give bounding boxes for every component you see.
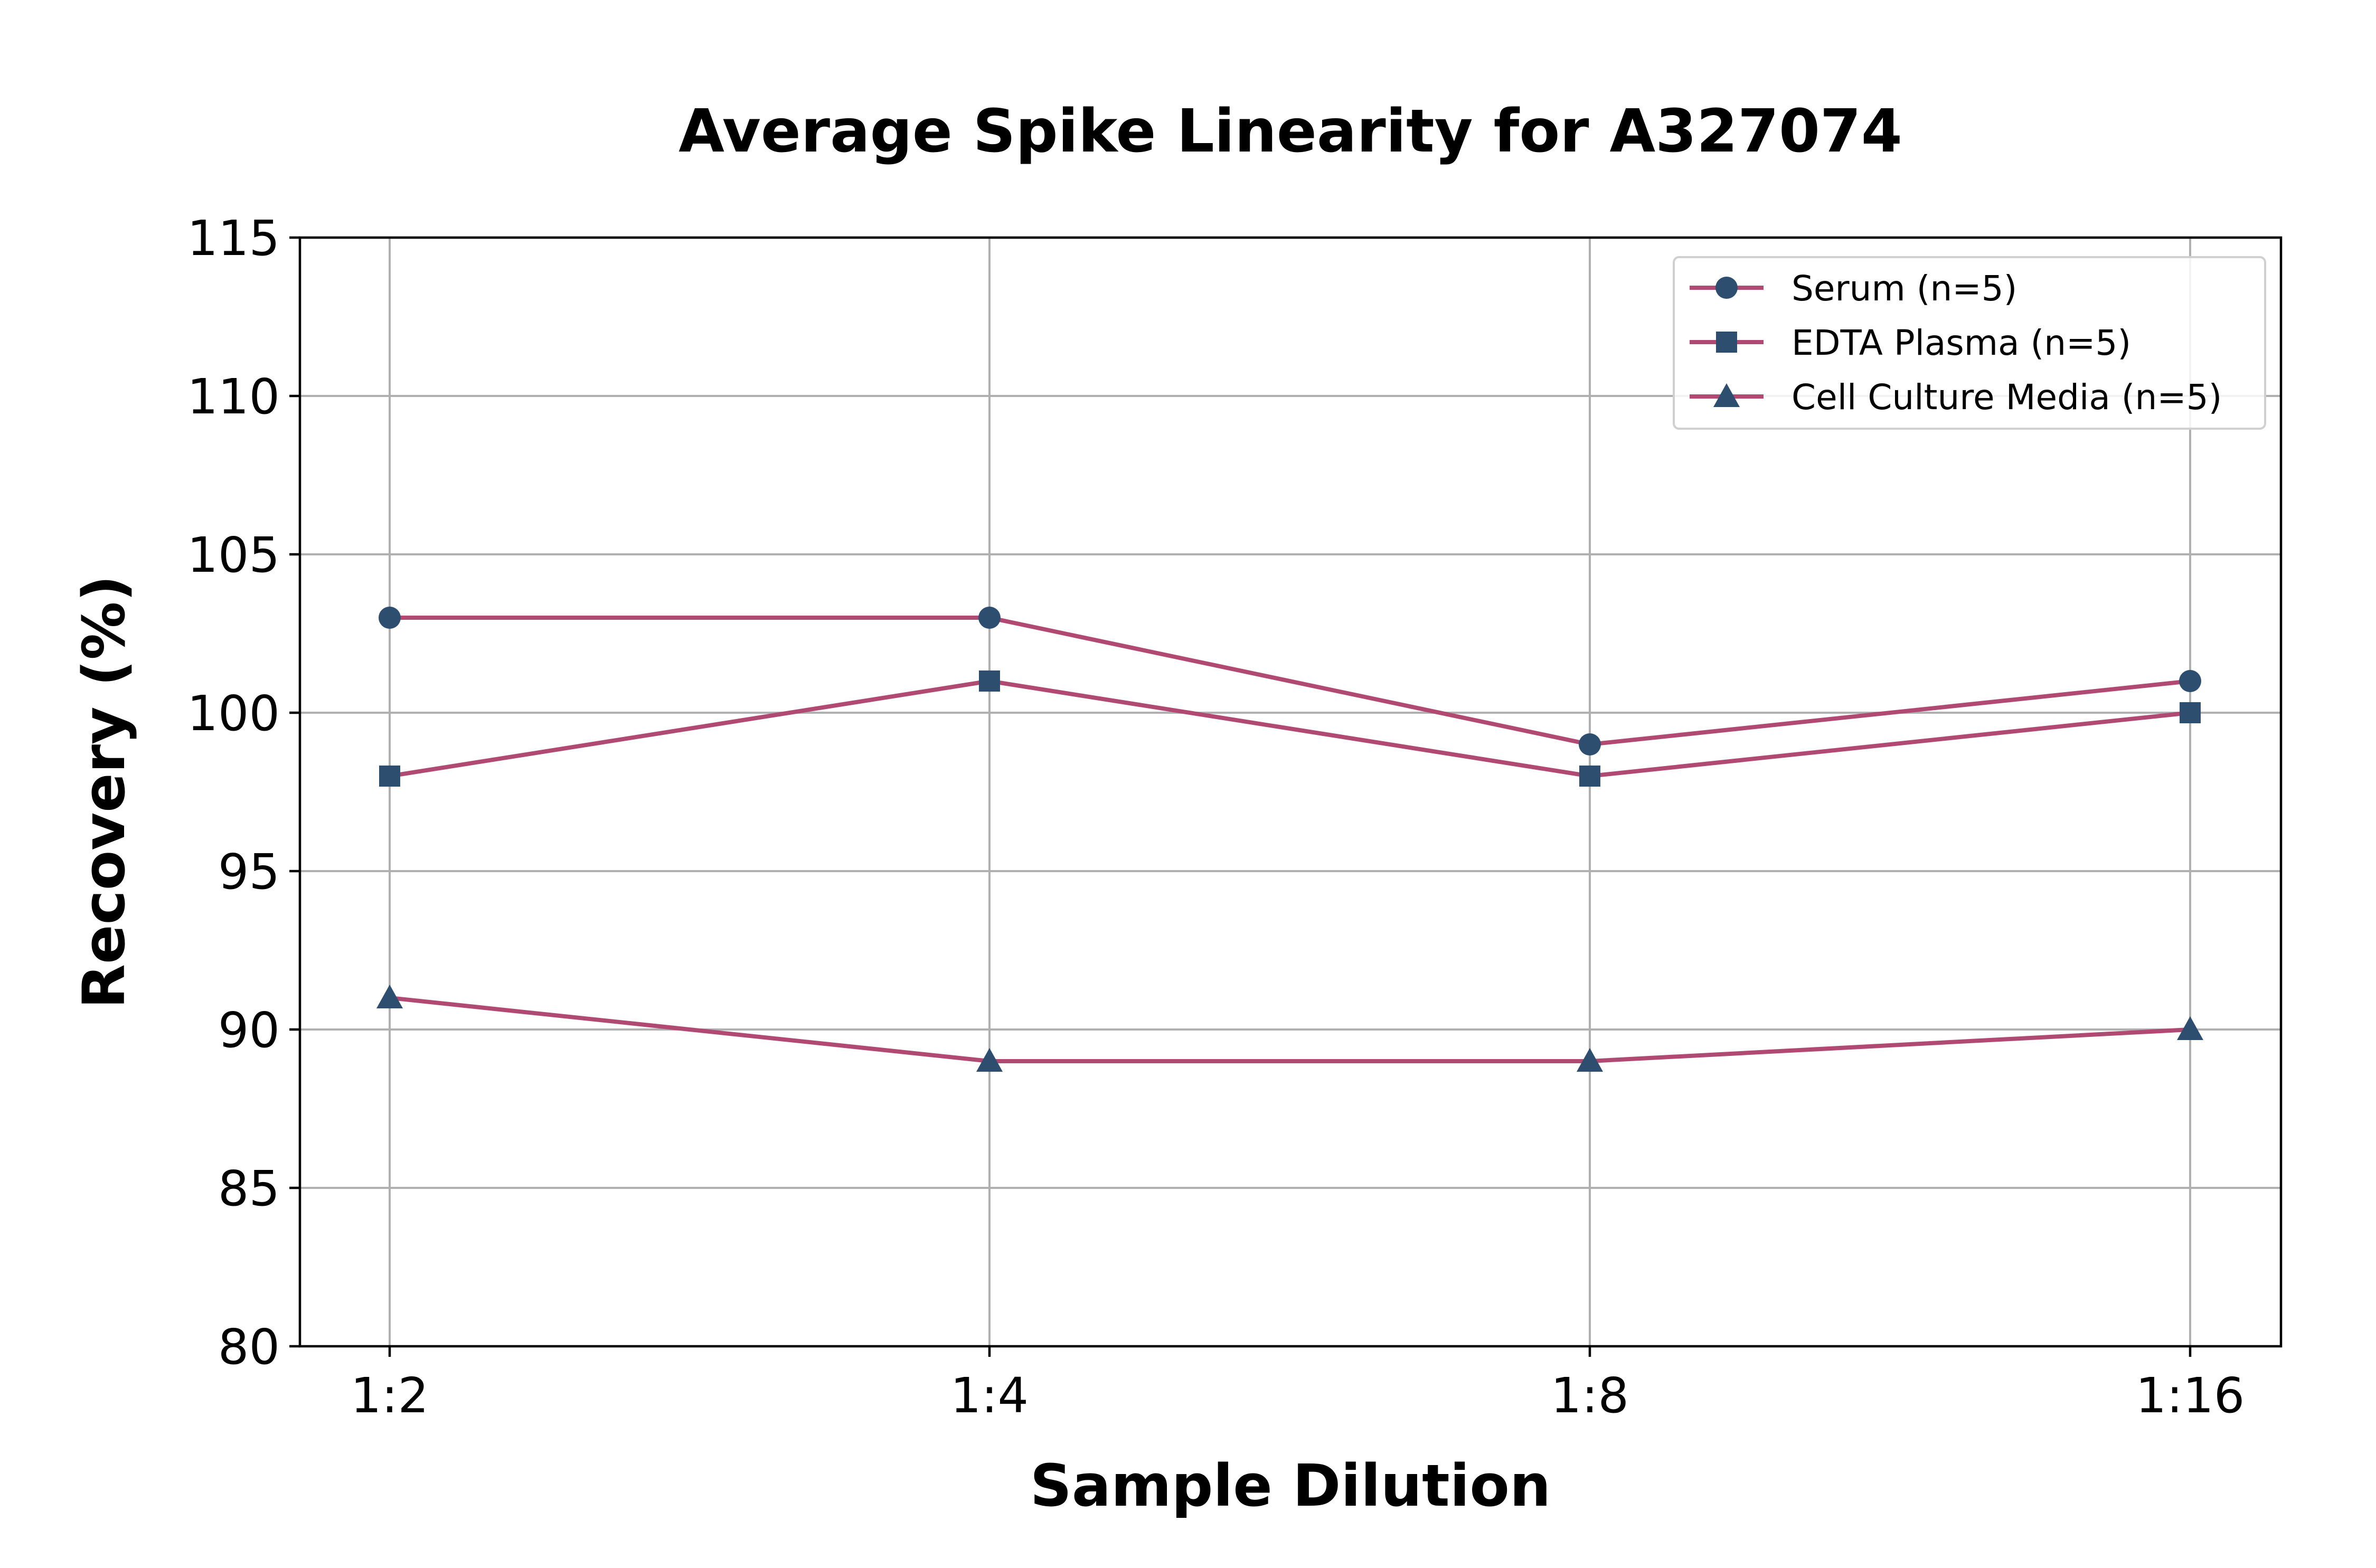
data-point-square — [1579, 766, 1600, 787]
chart-title: Average Spike Linearity for A327074 — [678, 97, 1902, 166]
legend-item: EDTA Plasma (n=5) — [1690, 323, 2131, 363]
y-tick-label: 115 — [187, 210, 280, 267]
legend-label: EDTA Plasma (n=5) — [1792, 323, 2131, 363]
y-axis-label: Recovery (%) — [70, 575, 138, 1008]
data-point-triangle — [1577, 1048, 1603, 1072]
y-tick-label: 80 — [218, 1319, 280, 1375]
data-point-square — [979, 670, 1000, 692]
legend: Serum (n=5) EDTA Plasma (n=5) Cell Culture… — [1673, 256, 2266, 430]
y-tick-label: 95 — [218, 844, 280, 900]
x-tick-label: 1:2 — [351, 1367, 429, 1424]
series-line — [389, 996, 2191, 1063]
legend-marker-circle — [1715, 277, 1738, 299]
legend-label: Serum (n=5) — [1792, 268, 2017, 309]
series-line — [390, 616, 2191, 747]
data-point-square — [2180, 702, 2201, 723]
data-point-circle — [379, 607, 401, 629]
y-tick-label: 90 — [218, 1002, 280, 1059]
data-point-square — [379, 766, 400, 787]
data-point-triangle — [2177, 1016, 2203, 1040]
series-2 — [376, 985, 2203, 1072]
data-point-circle — [1579, 733, 1601, 755]
data-point-triangle — [376, 985, 403, 1008]
x-tick-label: 1:8 — [1551, 1367, 1629, 1424]
legend-item: Cell Culture Media (n=5) — [1690, 377, 2222, 418]
x-tick-label: 1:4 — [950, 1367, 1029, 1424]
series-group — [376, 607, 2203, 1072]
axis-ticks: 80 85 90 95 100 105 110 115 1:2 1:4 1:8 1:16 — [187, 210, 2245, 1424]
series-1 — [379, 670, 2201, 787]
data-point-triangle — [976, 1048, 1003, 1072]
legend-marker-triangle — [1713, 383, 1740, 407]
plot-frame — [298, 236, 2283, 1348]
legend-box — [1673, 256, 2266, 430]
y-tick-label: 100 — [187, 685, 280, 742]
y-tick-label: 85 — [218, 1160, 280, 1217]
series-line — [389, 679, 2191, 778]
data-point-circle — [978, 607, 1001, 629]
series-0 — [379, 607, 2201, 755]
legend-item: Serum (n=5) — [1690, 268, 2017, 309]
legend-marker-square — [1716, 332, 1737, 353]
legend-label: Cell Culture Media (n=5) — [1792, 377, 2222, 418]
x-tick-label: 1:16 — [2136, 1367, 2245, 1424]
y-tick-label: 105 — [187, 527, 280, 583]
y-tick-label: 110 — [187, 369, 280, 425]
x-axis-label: Sample Dilution — [1030, 1452, 1551, 1519]
data-point-circle — [2179, 670, 2201, 692]
